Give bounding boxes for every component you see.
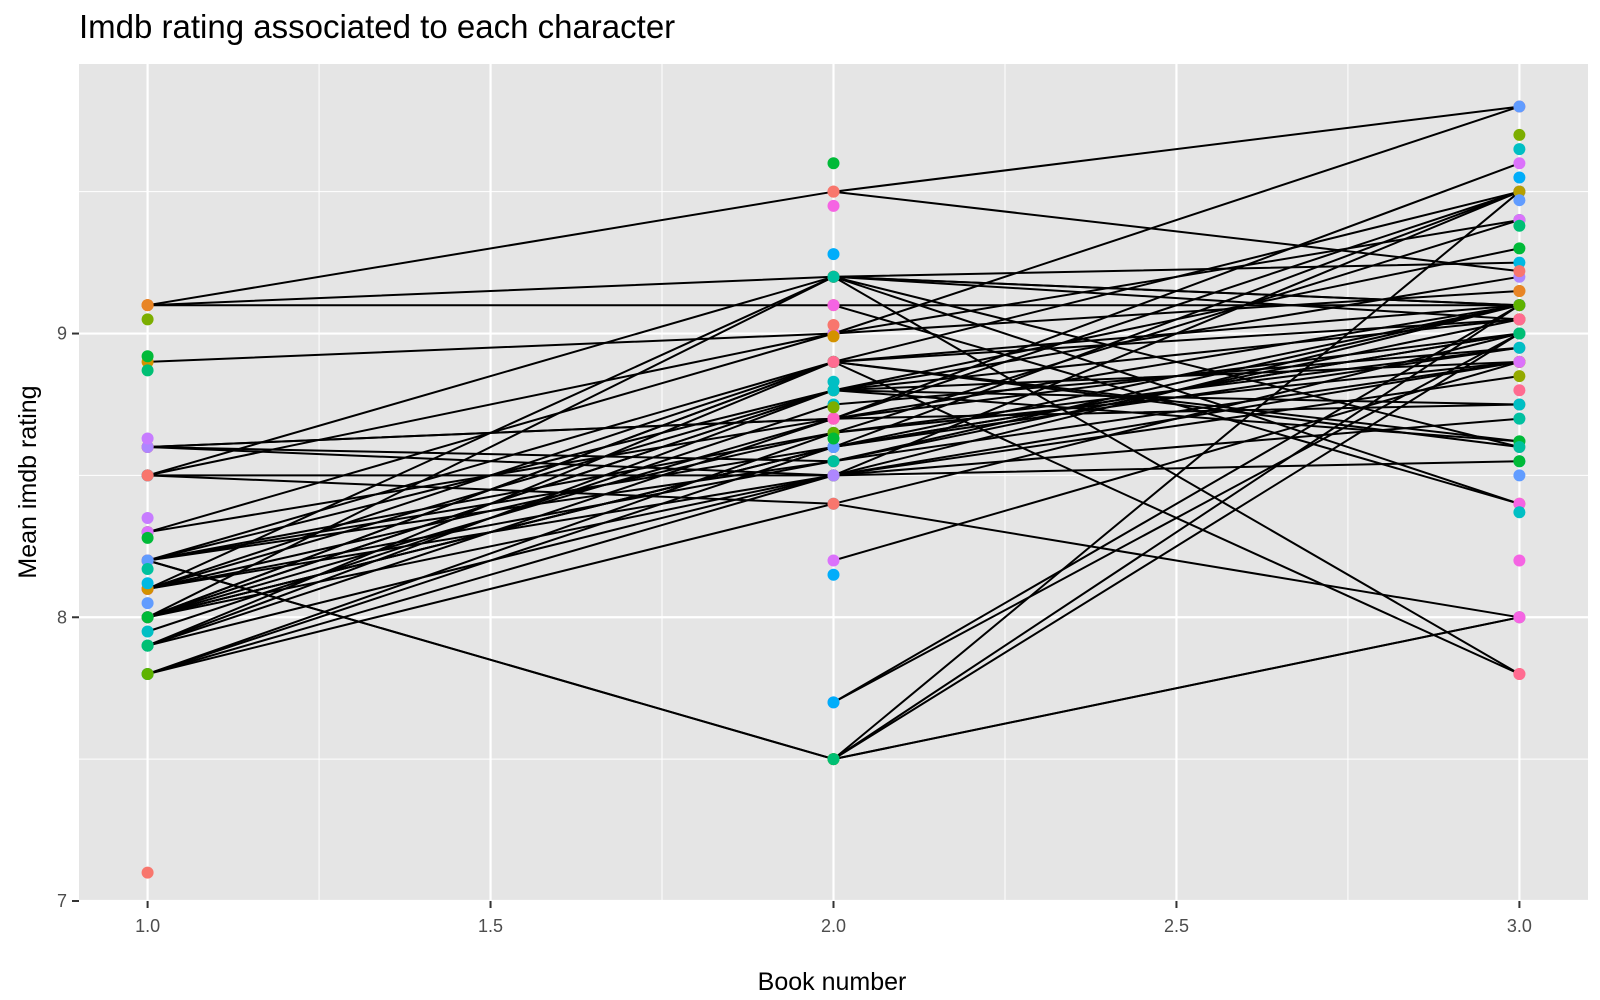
data-point [827, 568, 840, 581]
data-point [141, 299, 154, 312]
data-point [827, 384, 840, 397]
y-axis-title: Mean imdb rating [14, 385, 42, 578]
x-tick-label: 1.0 [135, 916, 160, 936]
data-point [141, 611, 154, 624]
series-line [833, 360, 1520, 562]
data-point [1513, 171, 1526, 184]
data-point [1513, 157, 1526, 170]
data-point [827, 469, 840, 482]
data-point [827, 157, 840, 170]
y-tick-label: 7 [57, 891, 67, 911]
data-point [1513, 497, 1526, 510]
chart-title: Imdb rating associated to each character [79, 8, 676, 45]
series-line [832, 304, 1520, 704]
series-line [832, 190, 1521, 760]
data-point [827, 455, 840, 468]
data-point [827, 441, 840, 454]
data-point [1513, 219, 1526, 232]
data-point [141, 639, 154, 652]
data-point [827, 185, 840, 198]
series-line [833, 275, 1520, 448]
series-line [833, 275, 1520, 505]
data-point [141, 668, 154, 681]
y-tick-labels: 7 8 9 [57, 324, 67, 911]
data-point [141, 866, 154, 879]
data-point [141, 350, 154, 363]
data-point [827, 270, 840, 283]
data-point [141, 432, 154, 445]
data-point [827, 753, 840, 766]
data-point [827, 696, 840, 709]
data-point [1513, 455, 1526, 468]
data-point [141, 313, 154, 326]
data-point [1513, 265, 1526, 278]
x-tick-label: 2.5 [1164, 916, 1189, 936]
data-point [1513, 143, 1526, 156]
data-point [1513, 327, 1526, 340]
data-point [141, 554, 154, 567]
data-point [827, 432, 840, 445]
axis-ticks [72, 332, 1521, 908]
data-point [1513, 554, 1526, 567]
series-points [141, 100, 1526, 879]
series-line [833, 389, 1520, 406]
data-point [827, 299, 840, 312]
data-point [1513, 441, 1526, 454]
data-point [1513, 412, 1526, 425]
series-line [832, 304, 1520, 760]
y-tick-label: 9 [57, 324, 67, 344]
data-point [141, 511, 154, 524]
series-line [832, 332, 1520, 760]
series-line [833, 304, 1520, 505]
x-tick-label: 1.5 [478, 916, 503, 936]
data-point [1513, 284, 1526, 297]
data-point [1513, 242, 1526, 255]
x-tick-label: 3.0 [1507, 916, 1532, 936]
data-point [1513, 398, 1526, 411]
x-axis-title: Book number [758, 968, 907, 996]
x-tick-labels: 1.0 1.5 2.0 2.5 3.0 [135, 916, 1532, 936]
data-point [1513, 194, 1526, 207]
data-point [1513, 384, 1526, 397]
data-point [141, 364, 154, 377]
data-point [1513, 299, 1526, 312]
data-point [1513, 370, 1526, 383]
data-point [827, 330, 840, 343]
y-tick-label: 8 [57, 607, 67, 627]
data-point [1513, 355, 1526, 368]
data-point [141, 625, 154, 638]
data-point [827, 319, 840, 332]
data-point [1513, 611, 1526, 624]
data-point [141, 597, 154, 610]
x-tick-label: 2.0 [821, 916, 846, 936]
data-point [827, 412, 840, 425]
data-point [141, 577, 154, 590]
data-point [1513, 341, 1526, 354]
data-point [1513, 128, 1526, 141]
data-point [1513, 313, 1526, 326]
data-point [1513, 506, 1526, 519]
data-point [827, 248, 840, 261]
data-point [141, 441, 154, 454]
data-point [1513, 469, 1526, 482]
data-point [141, 563, 154, 576]
data-point [1513, 100, 1526, 113]
data-point [827, 355, 840, 368]
data-point [827, 554, 840, 567]
data-point [1513, 668, 1526, 681]
data-point [827, 497, 840, 510]
data-point [827, 199, 840, 212]
data-point [141, 469, 154, 482]
data-point [827, 401, 840, 414]
data-point [1513, 256, 1526, 269]
data-point [1513, 185, 1526, 198]
data-point [141, 531, 154, 544]
series-line [833, 190, 1520, 273]
data-point [827, 375, 840, 388]
